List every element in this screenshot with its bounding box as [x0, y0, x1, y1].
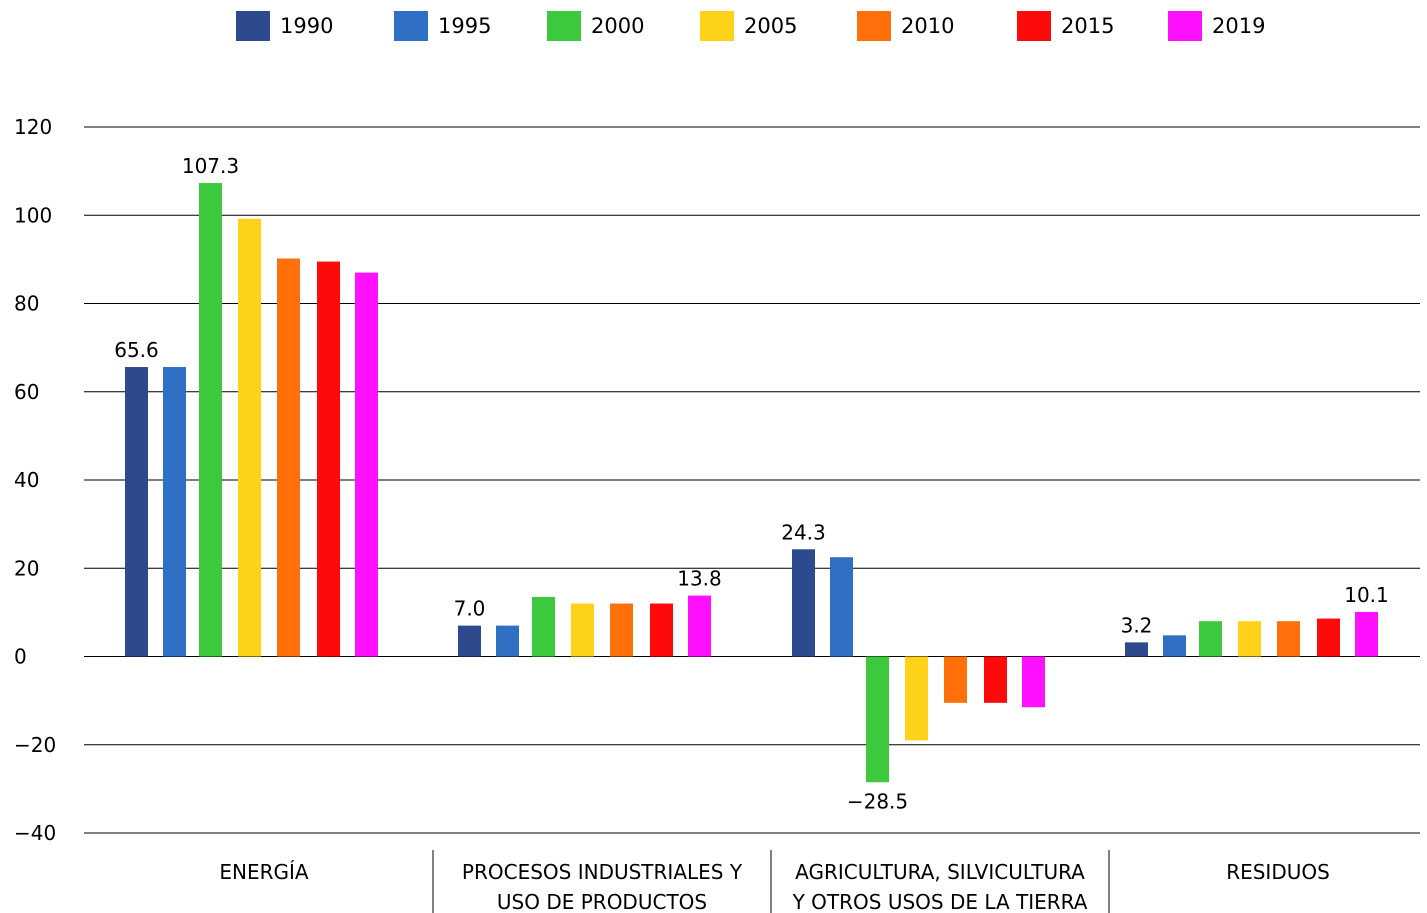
legend-label: 2019 [1212, 14, 1266, 38]
bar-2015 [650, 603, 673, 657]
legend-item-1990: 1990 [236, 8, 333, 44]
legend-swatch [857, 11, 891, 41]
y-tick-label: 40 [14, 468, 39, 492]
y-tick-label: 60 [14, 380, 39, 404]
data-label: 7.0 [454, 597, 486, 621]
legend-item-2005: 2005 [700, 8, 797, 44]
bar-2005 [238, 218, 261, 657]
legend-label: 1990 [280, 14, 334, 38]
bar-2005 [905, 656, 928, 741]
legend-item-2010: 2010 [857, 8, 954, 44]
bar-2019 [355, 272, 378, 657]
legend-label: 2010 [901, 14, 955, 38]
bar-2010 [277, 258, 300, 657]
data-label: 13.8 [677, 567, 722, 591]
legend-swatch [1017, 11, 1051, 41]
bar-2019 [1355, 611, 1378, 657]
data-label: 107.3 [182, 154, 239, 178]
bar-1995 [496, 625, 519, 657]
bar-2010 [610, 603, 633, 657]
legend-swatch [394, 11, 428, 41]
bar-2010 [1277, 621, 1300, 657]
bar-2015 [984, 656, 1007, 703]
data-label: −28.5 [847, 789, 908, 813]
bar-2000 [532, 596, 555, 657]
legend-item-2015: 2015 [1017, 8, 1114, 44]
bar-2000 [199, 183, 222, 657]
data-label: 10.1 [1344, 583, 1389, 607]
bar-2015 [317, 261, 340, 657]
legend-swatch [547, 11, 581, 41]
data-label: 65.6 [114, 338, 159, 362]
y-tick-label: 20 [14, 556, 39, 580]
legend-label: 2000 [591, 14, 645, 38]
bar-2015 [1317, 618, 1340, 657]
y-tick-label: 100 [14, 203, 52, 227]
bar-1995 [1163, 635, 1186, 657]
category-label: Y OTROS USOS DE LA TIERRA [792, 890, 1088, 913]
y-tick-label: 120 [14, 115, 52, 139]
data-label: 24.3 [781, 520, 826, 544]
bar-2000 [866, 656, 889, 783]
y-tick-label: −20 [14, 733, 56, 757]
category-label: AGRICULTURA, SILVICULTURA [795, 860, 1085, 884]
legend-label: 1995 [438, 14, 492, 38]
legend-label: 2015 [1061, 14, 1115, 38]
bar-1990 [125, 367, 148, 657]
y-tick-label: 80 [14, 292, 39, 316]
category-label: PROCESOS INDUSTRIALES Y [462, 860, 743, 884]
legend-swatch [236, 11, 270, 41]
chart-legend: 1990 1995 2000 2005 2010 2015 2019 [0, 8, 1427, 44]
category-label: RESIDUOS [1226, 860, 1330, 884]
bar-2005 [1238, 621, 1261, 657]
legend-item-2019: 2019 [1168, 8, 1265, 44]
bar-1990 [792, 549, 815, 657]
legend-swatch [700, 11, 734, 41]
bar-2000 [1199, 621, 1222, 657]
bar-1990 [1125, 642, 1148, 657]
bar-2019 [1022, 656, 1045, 708]
bar-1995 [163, 367, 186, 657]
y-tick-label: 0 [14, 645, 27, 669]
legend-label: 2005 [744, 14, 798, 38]
bar-1990 [458, 625, 481, 657]
category-label: USO DE PRODUCTOS [497, 890, 707, 913]
bar-2005 [571, 603, 594, 657]
data-label: 3.2 [1121, 613, 1153, 637]
category-label: ENERGÍA [219, 860, 309, 884]
bar-2019 [688, 595, 711, 657]
y-tick-label: −40 [14, 821, 56, 845]
legend-item-1995: 1995 [394, 8, 491, 44]
legend-item-2000: 2000 [547, 8, 644, 44]
bar-2010 [944, 656, 967, 703]
bar-1995 [830, 557, 853, 657]
legend-swatch [1168, 11, 1202, 41]
